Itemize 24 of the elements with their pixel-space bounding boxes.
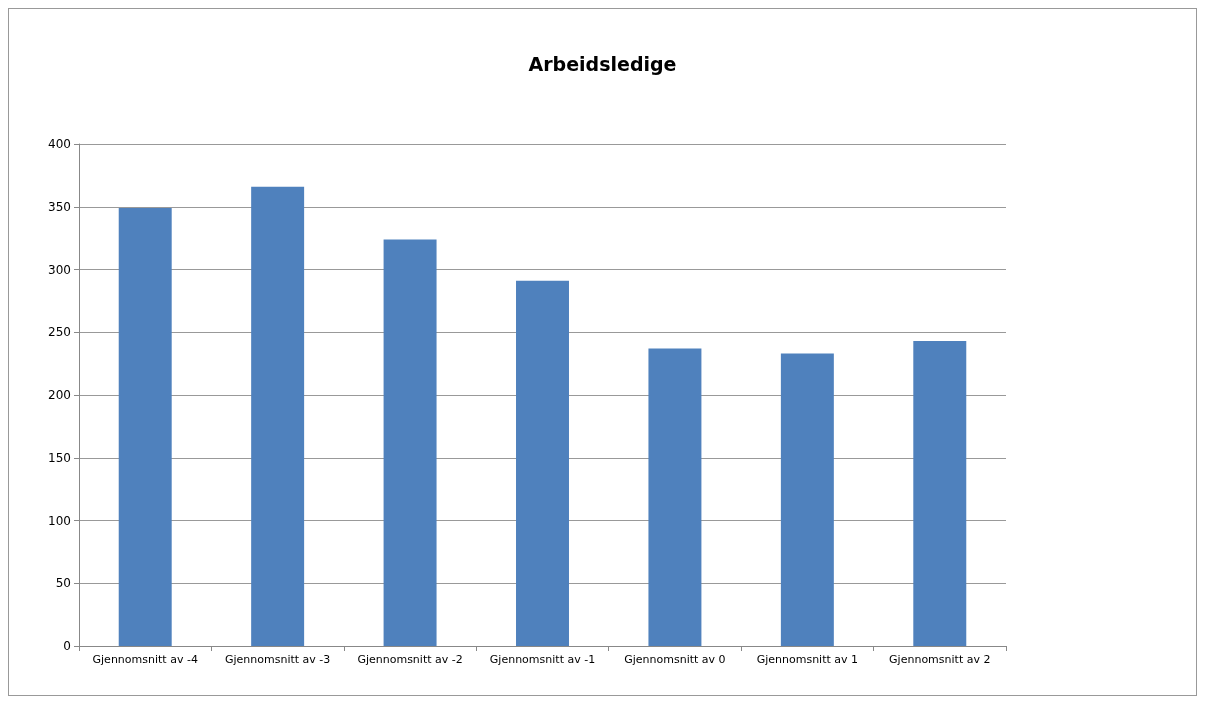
- y-tick-label: 250: [48, 325, 71, 340]
- y-tick-label: 300: [48, 262, 71, 277]
- bar: [913, 341, 967, 646]
- bar: [118, 208, 172, 646]
- bar: [516, 280, 569, 646]
- bar: [780, 353, 834, 646]
- bar: [251, 186, 305, 646]
- y-tick-label: 150: [48, 450, 71, 465]
- x-tick-label: Gjennomsnitt av -1: [489, 653, 596, 666]
- chart-title: Arbeidsledige: [528, 52, 677, 75]
- x-tick-label: Gjennomsnitt av -2: [357, 653, 463, 666]
- bar: [383, 239, 437, 646]
- y-tick-label: 0: [63, 639, 71, 653]
- x-tick-label: Gjennomsnitt av 0: [624, 653, 726, 666]
- x-tick-label: Gjennomsnitt av 1: [756, 653, 859, 666]
- y-tick-label: 350: [48, 199, 71, 214]
- bar: [648, 348, 702, 646]
- x-tick-label: Gjennomsnitt av -4: [92, 653, 198, 666]
- y-tick-label: 200: [48, 388, 71, 402]
- y-tick-label: 100: [48, 513, 71, 528]
- x-tick-label: Gjennomsnitt av -3: [224, 653, 331, 666]
- y-tick-label: 400: [48, 137, 71, 151]
- y-tick-label: 50: [55, 576, 71, 591]
- x-tick-label: Gjennomsnitt av 2: [889, 653, 991, 666]
